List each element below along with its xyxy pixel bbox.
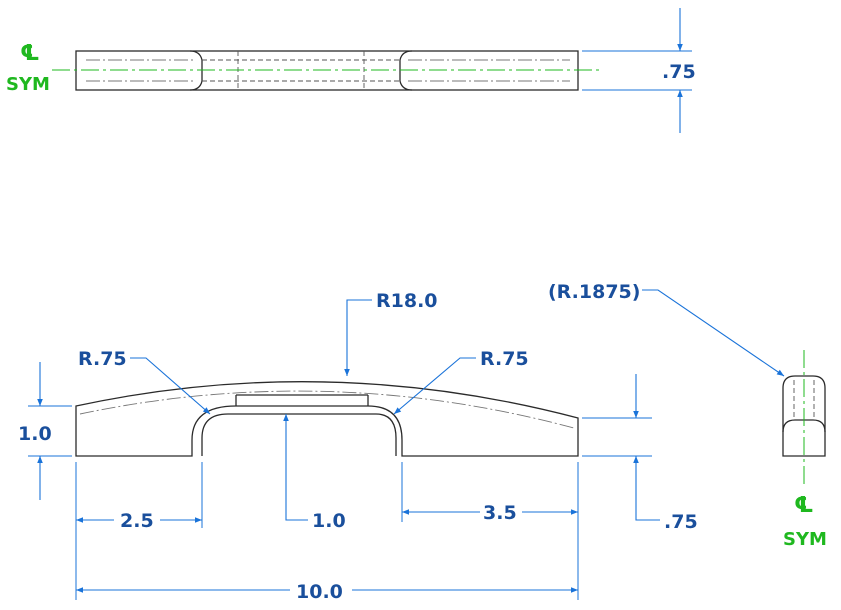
top-view-centerline-symbol: ℄ xyxy=(20,41,40,66)
end-height-dim: .75 xyxy=(664,511,698,533)
right-fillet-leader xyxy=(393,357,476,415)
left-fillet-label: R.75 xyxy=(78,348,127,370)
front-view: R18.0 R.75 R.75 1.0 2.5 1.0 3.5 xyxy=(18,290,698,603)
slot-depth-leader xyxy=(285,456,308,521)
left-leg-dim: 2.5 xyxy=(120,510,154,532)
top-view-sym-label: SYM xyxy=(6,74,50,95)
right-fillet-label: R.75 xyxy=(480,348,529,370)
front-view-slot-inner-edge xyxy=(201,413,397,456)
height-dim: 1.0 xyxy=(18,423,52,445)
side-view-outline xyxy=(782,375,826,457)
side-view-sym-label: SYM xyxy=(783,529,827,550)
top-view: ℄ SYM .75 xyxy=(6,8,696,133)
end-height-arrow-lower xyxy=(633,456,660,521)
top-view-thickness-dim: .75 xyxy=(662,61,696,83)
front-view-outline xyxy=(75,381,579,457)
side-view: (R.1875) ℄ SYM xyxy=(548,281,827,550)
edge-radius-label: (R.1875) xyxy=(548,281,640,303)
right-leg-dim: 3.5 xyxy=(483,502,517,524)
left-fillet-leader xyxy=(130,357,211,415)
front-view-phantom-arc xyxy=(79,390,575,429)
r18-label: R18.0 xyxy=(376,290,438,312)
overall-length-dim: 10.0 xyxy=(296,581,343,603)
slot-depth-dim: 1.0 xyxy=(312,510,346,532)
r18-leader xyxy=(344,299,372,376)
side-view-centerline-symbol: ℄ xyxy=(794,493,814,518)
edge-radius-leader xyxy=(642,289,785,377)
